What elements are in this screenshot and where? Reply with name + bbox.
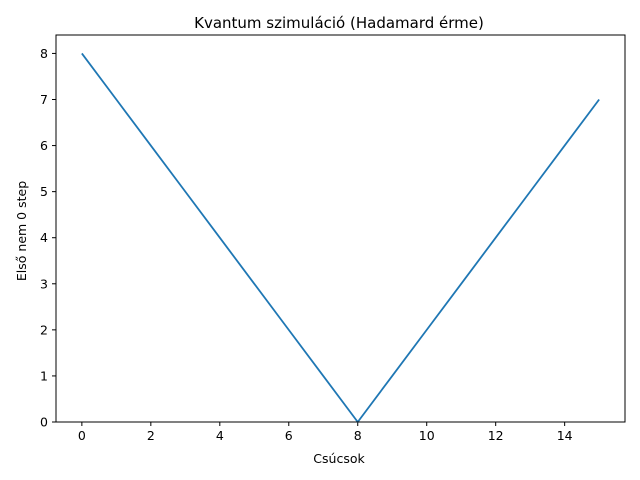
y-tick-label: 3 [40, 276, 48, 291]
y-axis-ticks: 0 1 2 3 4 5 6 7 8 [40, 46, 56, 430]
y-tick-label: 1 [40, 368, 48, 383]
x-tick-label: 4 [216, 428, 224, 443]
y-axis-label: Első nem 0 step [14, 181, 29, 281]
y-tick-label: 0 [40, 415, 48, 430]
y-tick-label: 7 [40, 92, 48, 107]
y-tick-label: 5 [40, 184, 48, 199]
x-tick-label: 12 [488, 428, 504, 443]
y-tick-label: 6 [40, 138, 48, 153]
x-tick-label: 6 [285, 428, 293, 443]
x-tick-label: 10 [419, 428, 435, 443]
axes-frame [55, 34, 626, 423]
x-axis-ticks: 0 2 4 6 8 10 12 14 [78, 422, 573, 443]
x-tick-label: 8 [354, 428, 362, 443]
x-tick-label: 0 [78, 428, 86, 443]
x-tick-label: 14 [557, 428, 573, 443]
x-axis-label: Csúcsok [313, 451, 365, 466]
series-layer [81, 52, 600, 423]
y-tick-label: 2 [40, 322, 48, 337]
chart-title: Kvantum szimuláció (Hadamard érme) [194, 14, 484, 32]
x-tick-label: 2 [147, 428, 155, 443]
y-tick-label: 4 [40, 230, 48, 245]
y-tick-label: 8 [40, 46, 48, 61]
series-line [81, 52, 600, 423]
